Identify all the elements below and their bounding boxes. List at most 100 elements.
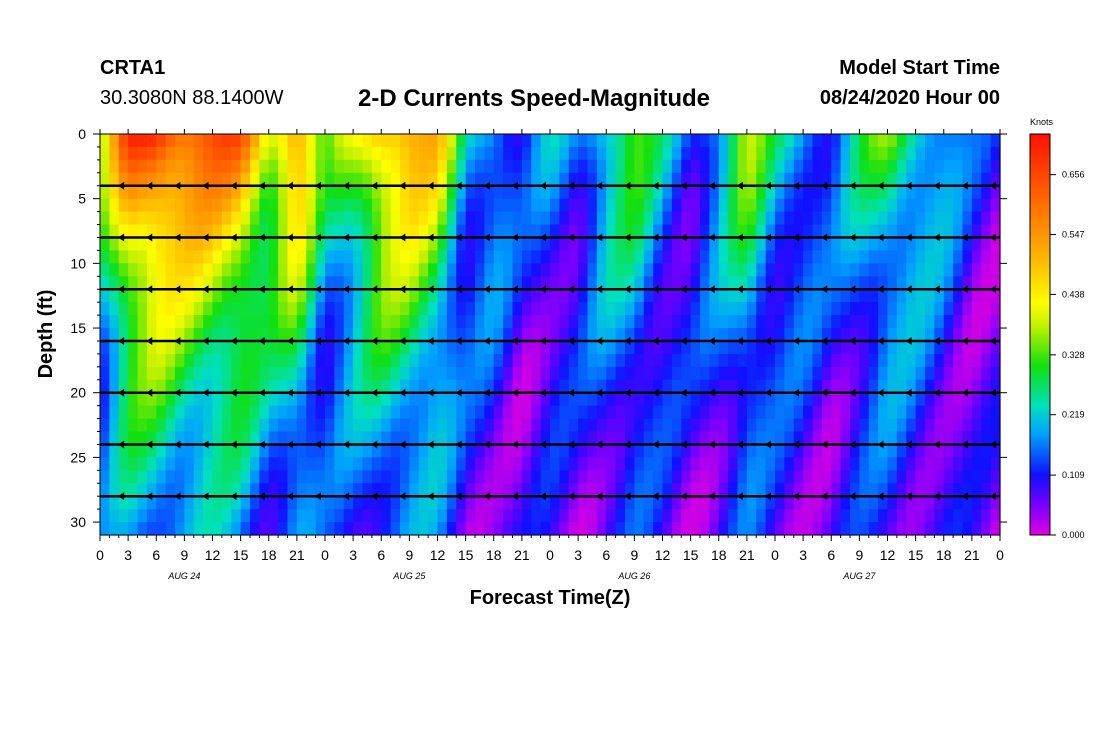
heat-cell — [850, 224, 860, 239]
heat-cell — [943, 328, 954, 342]
heat-cell — [400, 483, 410, 497]
heat-cell — [465, 444, 476, 458]
heat-cell — [334, 146, 345, 161]
heat-cell — [512, 198, 523, 213]
heat-cell — [250, 366, 260, 381]
heat-cell — [240, 198, 251, 213]
heat-cell — [296, 276, 307, 290]
heat-cell — [934, 444, 945, 458]
heat-cell — [100, 509, 110, 523]
heat-cell — [596, 134, 607, 148]
heat-cell — [343, 159, 354, 174]
heat-cell — [493, 457, 504, 471]
heat-cell — [868, 224, 879, 239]
vector-arrowhead — [821, 285, 828, 294]
heat-cell — [868, 276, 879, 290]
heat-cell — [709, 159, 720, 174]
heat-cell — [456, 263, 467, 277]
vector-arrowhead — [146, 181, 153, 190]
heat-cell — [165, 237, 176, 252]
heat-cell — [775, 250, 785, 264]
heat-cell — [428, 444, 439, 458]
heat-cell — [128, 134, 139, 148]
heat-cell — [362, 405, 373, 420]
heat-cell — [156, 431, 167, 446]
heat-cell — [540, 146, 551, 161]
heat-cell — [746, 198, 757, 213]
heat-cell — [831, 522, 842, 536]
heat-cell — [962, 418, 973, 433]
heat-cell — [531, 340, 542, 355]
heat-cell — [109, 470, 120, 484]
heat-cell — [559, 405, 570, 420]
heat-cell — [203, 172, 214, 187]
heat-cell — [793, 211, 804, 226]
heat-cell — [737, 353, 748, 368]
heat-cell — [821, 211, 832, 226]
day-label: AUG 26 — [617, 571, 650, 581]
heat-cell — [896, 457, 907, 471]
x-tick-label: 18 — [936, 547, 952, 563]
heat-cell — [334, 418, 345, 433]
heat-cell — [662, 315, 673, 329]
heat-cell — [596, 159, 607, 174]
heat-cell — [718, 134, 729, 148]
heat-cell — [896, 185, 907, 200]
heat-cell — [990, 315, 1001, 329]
heat-cell — [690, 353, 701, 368]
heat-cell — [615, 302, 626, 316]
heat-cell — [756, 418, 767, 433]
heat-cell — [221, 405, 232, 420]
heat-cell — [184, 198, 195, 213]
heat-cell — [981, 302, 992, 316]
heat-cell — [625, 224, 635, 239]
heat-cell — [634, 444, 645, 458]
heat-cell — [971, 315, 982, 329]
heat-cell — [981, 315, 992, 329]
heat-cell — [503, 353, 514, 368]
heat-cell — [287, 379, 298, 394]
heat-cell — [559, 496, 570, 510]
heat-cell — [728, 134, 739, 148]
heat-cell — [306, 134, 317, 148]
heat-cell — [840, 470, 851, 484]
heat-cell — [878, 289, 889, 303]
heat-cell — [728, 328, 739, 342]
heat-cell — [381, 496, 392, 510]
heat-cell — [400, 134, 410, 148]
heat-cell — [193, 237, 204, 252]
heat-cell — [662, 340, 673, 355]
heat-cell — [840, 444, 851, 458]
vector-arrowhead — [568, 233, 575, 242]
heat-cell — [578, 289, 589, 303]
heat-cell — [615, 185, 626, 200]
heat-cell — [306, 509, 317, 523]
heat-cell — [531, 418, 542, 433]
heat-cell — [990, 134, 1001, 148]
heat-cell — [784, 470, 795, 484]
x-tick-label: 12 — [655, 547, 671, 563]
heat-cell — [653, 302, 664, 316]
heat-cell — [943, 483, 954, 497]
vector-arrowhead — [877, 440, 884, 449]
heat-cell — [325, 134, 335, 148]
heat-cell — [643, 224, 654, 239]
heat-cell — [334, 353, 345, 368]
heat-cell — [278, 250, 289, 264]
heat-cell — [540, 185, 551, 200]
heat-cell — [718, 302, 729, 316]
heat-cell — [250, 457, 260, 471]
heat-cell — [193, 172, 204, 187]
heat-cell — [296, 146, 307, 161]
heat-cell — [231, 302, 242, 316]
heat-cell — [231, 444, 242, 458]
heat-cell — [334, 302, 345, 316]
heat-cell — [362, 392, 373, 407]
vector-arrowhead — [624, 492, 631, 501]
heat-cell — [409, 302, 420, 316]
heat-cell — [306, 340, 317, 355]
vector-arrowhead — [680, 388, 687, 397]
heat-cell — [812, 237, 823, 252]
heat-cell — [203, 405, 214, 420]
heat-cell — [812, 353, 823, 368]
